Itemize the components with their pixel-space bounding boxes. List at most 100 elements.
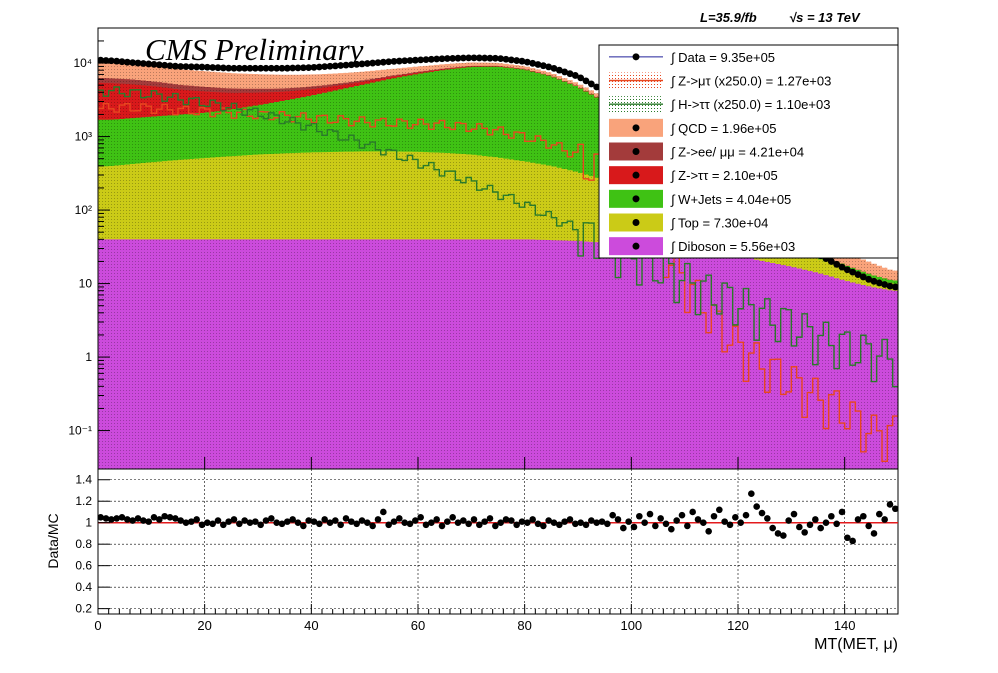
ratio-point [502, 516, 510, 523]
data-point [411, 56, 419, 64]
ratio-point [98, 514, 104, 521]
ratio-point [438, 522, 446, 530]
data-point [134, 59, 142, 67]
ratio-point [705, 528, 712, 535]
data-point [369, 59, 377, 67]
data-point [273, 64, 281, 72]
data-point [347, 61, 355, 69]
data-point [481, 54, 489, 62]
data-point [465, 54, 473, 62]
ratio-point [636, 512, 643, 520]
ratio-point [833, 520, 840, 528]
experiment-label: CMS Preliminary [145, 32, 364, 67]
ratio-point [209, 520, 216, 528]
legend-entry: ∫ QCD = 1.96e+05 [609, 118, 776, 137]
ratio-point [188, 518, 195, 525]
data-point [859, 273, 867, 281]
ratio-point [513, 521, 520, 529]
ratio-y-axis-label: Data/MC [45, 513, 61, 568]
ratio-point [257, 521, 264, 529]
data-point [102, 57, 110, 64]
stack-diboson [98, 239, 898, 469]
data-point [321, 63, 329, 71]
ratio-point [241, 517, 248, 524]
data-point [331, 62, 339, 70]
ratio-point [353, 520, 360, 528]
data-point [555, 66, 563, 74]
ratio-point [625, 518, 632, 525]
data-point [203, 63, 211, 71]
stack-texture-diboson [98, 239, 898, 469]
ratio-point [492, 522, 499, 530]
ratio-point [433, 516, 440, 523]
ratio-point [449, 514, 456, 521]
data-point [283, 64, 291, 72]
data-point [854, 271, 862, 278]
ratio-point [646, 510, 654, 518]
data-point [177, 63, 185, 70]
ratio-point [284, 518, 291, 525]
ratio-point [540, 522, 547, 530]
ratio-point [641, 519, 648, 526]
data-point [593, 83, 601, 91]
ratio-point [534, 520, 542, 528]
legend-swatch-marker [632, 53, 640, 61]
ratio-point [774, 530, 782, 537]
ratio-point [198, 521, 206, 529]
ratio-point [428, 519, 435, 526]
data-point [129, 59, 137, 67]
data-point [123, 58, 131, 66]
data-point [299, 64, 307, 72]
ratio-point [326, 519, 334, 526]
data-point [358, 60, 366, 68]
ratio-point [497, 519, 504, 526]
data-point [385, 58, 393, 66]
ratio-point [737, 519, 744, 526]
data-point [193, 63, 201, 71]
ratio-point [785, 517, 792, 524]
ratio-point [721, 518, 728, 525]
ratio-point [817, 524, 824, 532]
ratio-point [369, 522, 376, 530]
data-point [145, 60, 153, 68]
legend-swatch-marker [632, 195, 640, 203]
data-point [539, 62, 547, 70]
ratio-point [508, 517, 515, 524]
ratio-point [246, 519, 254, 526]
legend-label: ∫ Z->ee/ μμ = 4.21e+04 [670, 145, 804, 160]
x-axis-label: MT(MET, μ) [814, 636, 898, 653]
ratio-point [764, 515, 771, 522]
ratio-point [678, 511, 686, 519]
legend-swatch-marker [632, 148, 640, 155]
legend-entry: ∫ Z->ττ = 2.10e+05 [609, 166, 778, 185]
data-point [870, 277, 878, 285]
ratio-point [156, 516, 163, 523]
ratio-point [481, 518, 488, 525]
data-point [577, 74, 585, 82]
ratio-point [689, 508, 696, 516]
ratio-y-tick-label: 1 [85, 516, 92, 530]
data-point [390, 57, 398, 65]
data-point [502, 55, 510, 63]
ratio-point [214, 517, 222, 524]
ratio-point [529, 516, 536, 523]
data-point [150, 60, 158, 68]
data-point [374, 59, 382, 67]
data-point [326, 62, 334, 70]
ratio-point [598, 518, 606, 525]
data-point [251, 64, 259, 72]
main-y-tick-label: 10 [79, 277, 93, 291]
data-point [422, 56, 430, 63]
legend-label: ∫ QCD = 1.96e+05 [670, 121, 776, 136]
stack-layer [98, 60, 898, 469]
ratio-y-tick-label: 0.8 [75, 537, 92, 551]
legend-label: ∫ Z->μτ (x250.0) = 1.27e+03 [670, 74, 831, 89]
ratio-point [524, 519, 531, 526]
ratio-point [193, 516, 200, 523]
ratio-point [550, 519, 558, 526]
ratio-point [182, 519, 190, 526]
legend-entry: ∫ H->ττ (x250.0) = 1.10e+03 [609, 96, 830, 113]
ratio-x-tick-label: 100 [620, 618, 642, 633]
legend-entry: ∫ Z->ee/ μμ = 4.21e+04 [609, 142, 804, 161]
